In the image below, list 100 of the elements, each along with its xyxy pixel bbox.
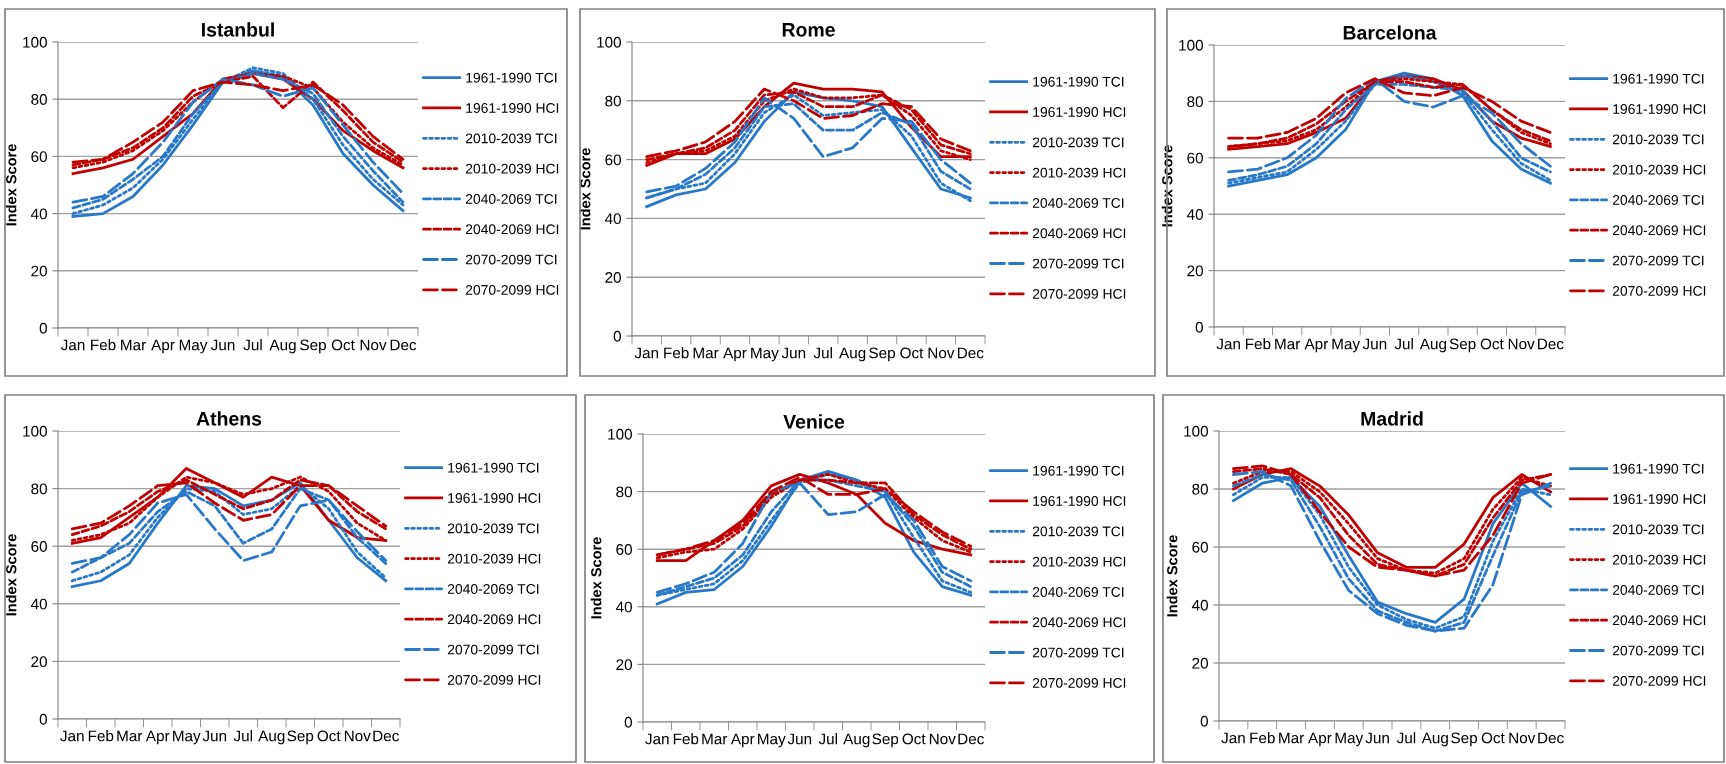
x-tick-label: Jul [1394,338,1413,350]
legend-label: 2040-2069 TCI [1032,198,1124,208]
x-tick-label: Sep [869,347,895,362]
x-tick-label: Sep [1449,338,1476,353]
x-tick-label: Nov [929,733,956,745]
x-tick-label: Feb [1250,732,1275,744]
y-tick-label: 40 [1186,209,1203,220]
legend-label: 1961-1990 TCI [1033,465,1124,476]
legend-label: 2070-2099 HCI [1032,677,1126,688]
legend-label: 1961-1990 TCI [448,462,539,473]
legend-label: 2040-2069 TCI [447,584,539,594]
legend-label: 2040-2069 HCI [1032,617,1126,628]
x-tick-label: Feb [91,339,116,351]
x-tick-label: Jan [1221,732,1245,744]
legend-label: 2070-2099 HCI [465,284,559,295]
legend-label: 2010-2039 TCI [465,133,557,144]
legend-label: 2010-2039 HCI [1612,554,1706,565]
y-tick-label: 100 [23,36,47,48]
y-axis-title: Index Score [579,148,591,230]
x-tick-label: Aug [843,733,870,748]
legend-label: 2010-2039 TCI [1032,526,1124,537]
legend-label: 2010-2039 HCI [465,163,559,174]
x-tick-label: Mar [117,730,143,742]
x-tick-label: Mar [1279,732,1304,744]
legend-label: 2040-2069 HCI [1032,228,1126,239]
y-axis-title: Index Score [1166,535,1178,617]
x-tick-label: Dec [390,339,417,351]
x-tick-label: Dec [373,730,399,742]
x-tick-label: Dec [1538,732,1564,744]
legend-label: 2040-2069 HCI [447,614,541,625]
x-tick-label: Oct [902,733,926,745]
y-tick-label: 20 [31,265,47,277]
legend-label: 2010-2039 HCI [447,553,541,564]
y-tick-label: 0 [39,713,47,725]
chart-title: Madrid [1361,411,1423,426]
chart-title: Barcelona [1343,25,1437,40]
y-tick-label: 20 [605,272,621,283]
y-tick-label: 60 [31,541,47,552]
legend-label: 2010-2039 HCI [1032,167,1126,178]
x-tick-label: Sep [300,339,326,354]
legend-label: 2040-2069 HCI [465,224,559,235]
x-tick-label: Aug [1421,732,1448,747]
legend-label: 1961-1990 HCI [448,493,541,503]
x-tick-label: Sep [287,730,314,745]
y-tick-label: 80 [605,95,621,107]
x-tick-label: May [173,730,201,745]
x-tick-label: Feb [673,733,699,745]
legend-label: 1961-1990 TCI [466,72,557,83]
x-tick-label: Jul [233,730,252,742]
y-tick-label: 0 [1195,321,1203,333]
x-tick-label: Nov [928,347,955,359]
x-tick-label: Jun [1362,338,1387,350]
x-tick-label: Feb [1245,338,1271,350]
x-tick-label: Apr [1304,338,1329,353]
legend-label: 2040-2069 TCI [465,194,557,204]
x-tick-label: Mar [121,339,146,351]
x-tick-label: Nov [344,730,371,742]
x-tick-label: May [1335,732,1364,747]
x-tick-label: Jan [645,733,669,745]
y-axis-title: Index Score [590,537,602,619]
legend-label: 1961-1990 TCI [1613,463,1704,474]
legend-label: 2010-2039 TCI [1612,134,1704,145]
x-tick-label: Jun [781,347,806,359]
legend-label: 2070-2099 TCI [1032,647,1124,658]
legend-label: 2070-2099 TCI [1612,645,1704,656]
y-tick-label: 80 [1192,483,1208,495]
chart-title: Istanbul [202,22,274,37]
y-tick-label: 100 [23,425,47,437]
x-tick-label: May [179,339,208,354]
x-tick-label: Aug [839,347,866,362]
y-tick-label: 100 [597,36,621,48]
legend-label: 2040-2069 HCI [1612,225,1706,236]
x-tick-label: Feb [88,730,114,742]
x-tick-label: Sep [872,733,899,748]
legend-label: 2010-2039 TCI [1612,524,1704,535]
legend-label: 1961-1990 HCI [1033,107,1126,117]
x-tick-label: Dec [958,733,984,745]
x-tick-label: Apr [723,347,747,362]
x-tick-label: Jun [1365,732,1389,744]
y-tick-label: 100 [1184,425,1208,437]
x-tick-label: Nov [360,339,387,351]
x-tick-label: Jan [1216,338,1240,350]
legend-label: 2070-2099 TCI [1032,258,1124,269]
x-tick-label: Mar [693,347,719,359]
x-tick-label: Aug [269,339,296,354]
y-tick-label: 40 [1191,599,1208,611]
legend-label: 2070-2099 HCI [1612,675,1706,686]
chart-title: Rome [782,23,835,37]
legend-label: 2070-2099 HCI [447,674,541,685]
x-tick-label: Aug [1419,338,1446,353]
x-tick-label: Jul [813,347,832,359]
y-tick-label: 100 [608,428,632,440]
x-tick-label: Jan [60,339,85,351]
x-tick-label: Aug [258,730,285,745]
legend-label: 1961-1990 HCI [1613,104,1706,114]
legend-label: 1961-1990 HCI [466,103,559,113]
y-axis-title: Index Score [5,144,17,226]
legend-label: 2040-2069 TCI [1612,195,1704,205]
x-tick-label: Jan [634,347,659,359]
x-tick-label: Jul [818,733,837,745]
